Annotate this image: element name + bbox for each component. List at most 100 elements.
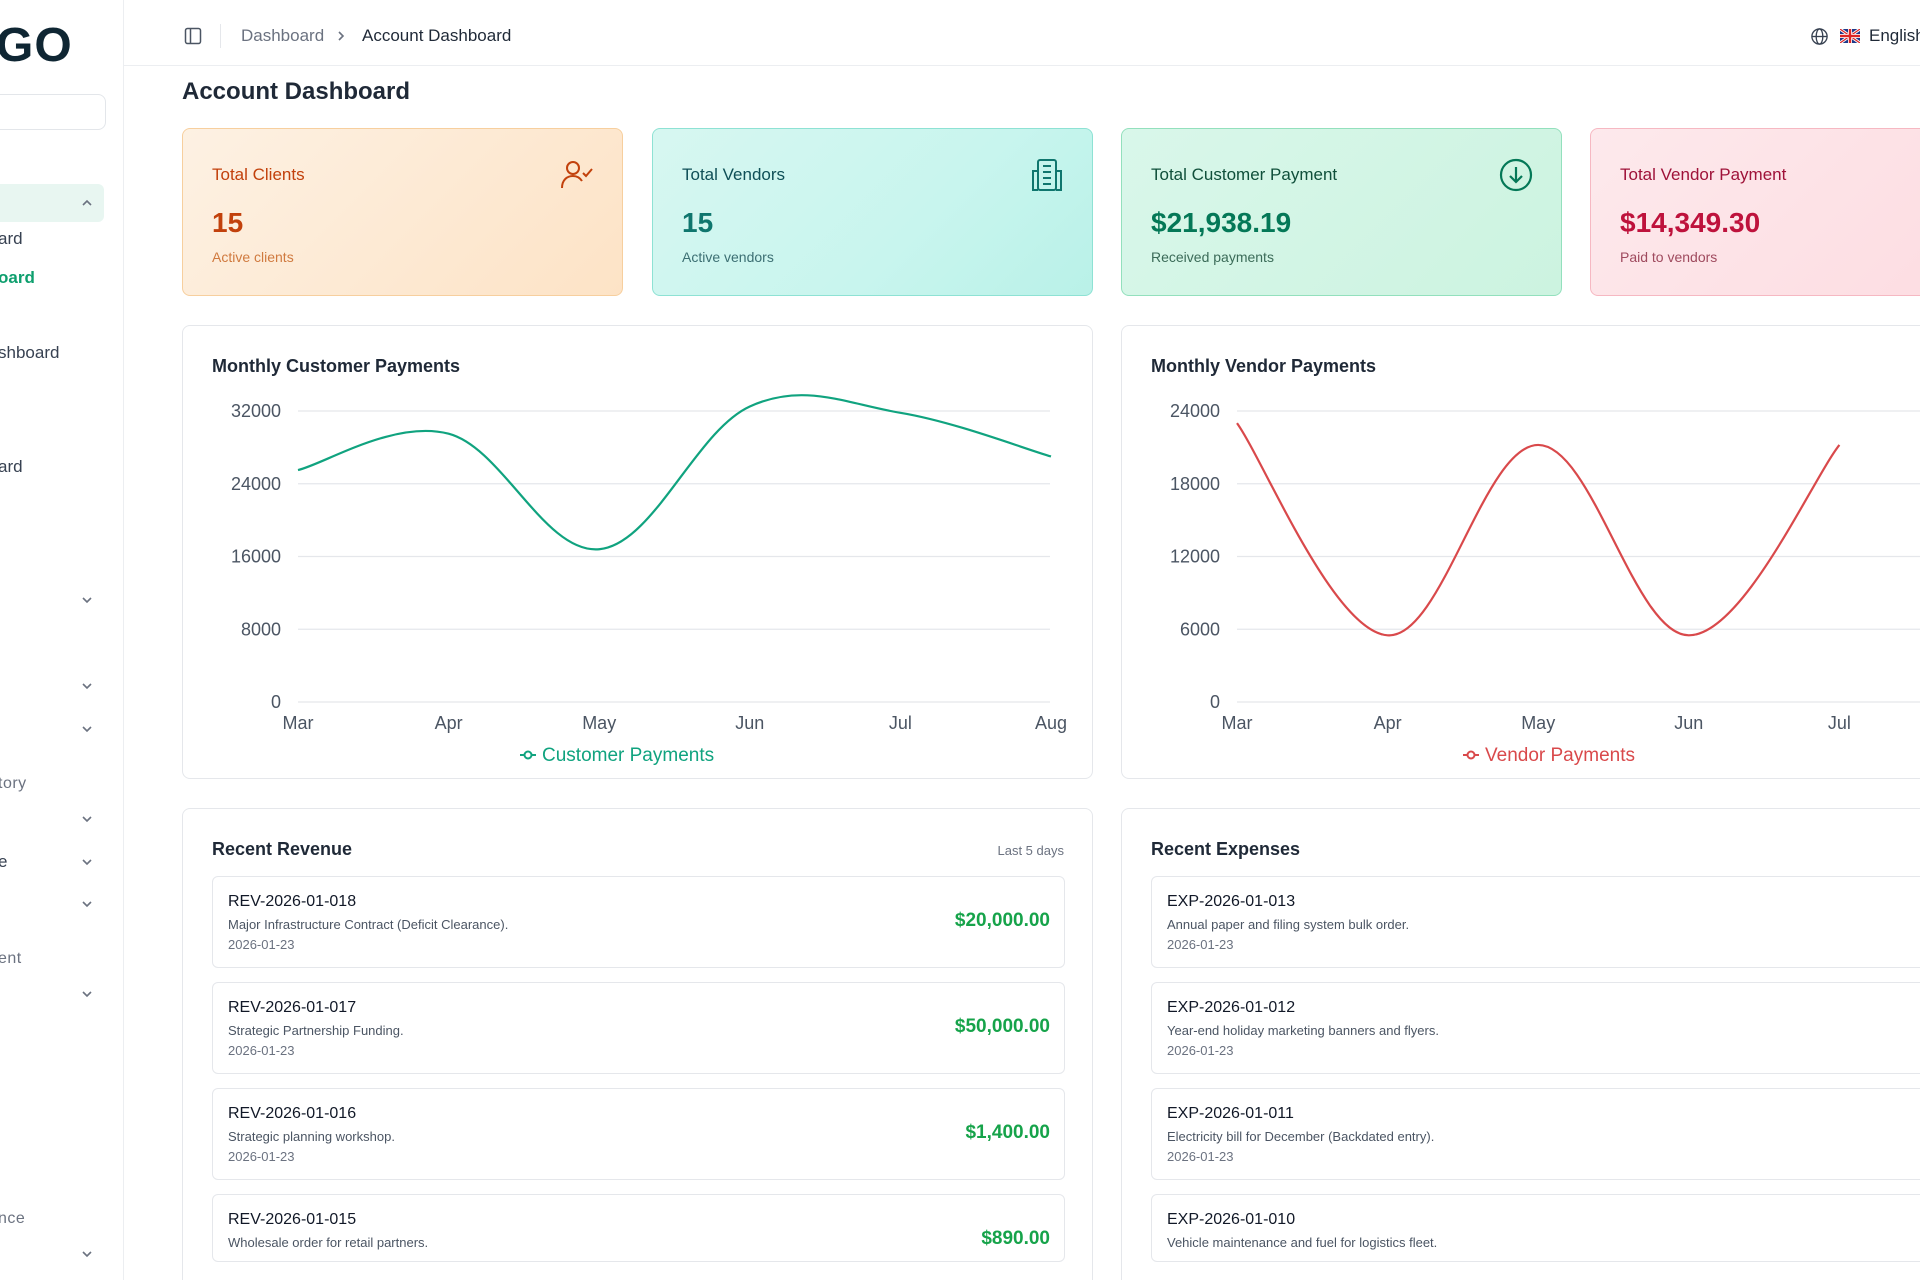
revenue-row[interactable]: REV-2026-01-015 Wholesale order for reta… <box>212 1194 1065 1262</box>
y-tick-label: 32000 <box>231 401 281 421</box>
revenue-date: 2026-01-23 <box>228 1149 295 1164</box>
series-line <box>1236 422 1841 637</box>
sidebar-toggle-icon[interactable] <box>184 27 202 45</box>
sidebar-section-label: ent <box>0 950 22 967</box>
expense-row[interactable]: EXP-2026-01-013 Annual paper and filing … <box>1151 876 1920 968</box>
expense-description: Year-end holiday marketing banners and f… <box>1167 1023 1439 1038</box>
chevron-down-icon[interactable] <box>80 1247 94 1261</box>
x-tick-label: May <box>1521 713 1555 733</box>
y-tick-label: 18000 <box>1170 474 1220 494</box>
series-line <box>297 394 1052 551</box>
chevron-up-icon[interactable] <box>80 196 94 210</box>
vendor-payments-chart-card: Monthly Vendor Payments 0 6000 12000 18000 2… <box>1121 325 1920 779</box>
y-tick-label: 6000 <box>1180 619 1220 639</box>
stat-subtext: Received payments <box>1151 249 1274 265</box>
stat-card-total-clients: Total Clients 15 Active clients <box>182 128 623 296</box>
y-tick-label: 0 <box>1210 692 1220 712</box>
stat-label: Total Customer Payment <box>1151 165 1338 184</box>
x-tick-label: Mar <box>283 713 314 733</box>
header-divider <box>220 24 221 48</box>
stat-subtext: Active clients <box>212 249 294 265</box>
chevron-down-icon[interactable] <box>80 855 94 869</box>
sidebar-subitem-account-dashboard[interactable]: oard <box>0 268 35 287</box>
chart-title: Monthly Customer Payments <box>212 356 461 376</box>
revenue-id: REV-2026-01-015 <box>228 1211 357 1228</box>
sidebar-subitem-1[interactable]: ard <box>0 229 23 248</box>
chevron-down-icon[interactable] <box>80 897 94 911</box>
expense-date: 2026-01-23 <box>1167 1149 1234 1164</box>
y-tick-label: 24000 <box>1170 401 1220 421</box>
revenue-date: 2026-01-23 <box>228 937 295 952</box>
list-title: Recent Revenue <box>212 839 353 859</box>
breadcrumb-dashboard[interactable]: Dashboard <box>241 26 325 45</box>
customer-payments-chart: 0 8000 16000 24000 32000 Mar Apr May Jun Jul Aug Cu… <box>231 394 1067 766</box>
app-logo: GO <box>0 19 73 72</box>
x-tick-label: Jul <box>889 713 912 733</box>
revenue-row[interactable]: REV-2026-01-016 Strategic planning works… <box>212 1088 1065 1180</box>
y-tick-label: 24000 <box>231 474 281 494</box>
expense-row[interactable]: EXP-2026-01-012 Year-end holiday marketi… <box>1151 982 1920 1074</box>
sidebar-subitem-5[interactable]: e <box>0 852 7 872</box>
expense-description: Vehicle maintenance and fuel for logisti… <box>1167 1235 1438 1250</box>
revenue-id: REV-2026-01-018 <box>228 893 357 910</box>
customer-payments-chart-card: Monthly Customer Payments 0 8000 16000 2400… <box>182 325 1093 779</box>
legend-item[interactable]: Customer Payments <box>520 745 714 766</box>
recent-revenue-card: Recent Revenue Last 5 days REV-2026-01-0… <box>182 808 1093 1280</box>
uk-flag-icon[interactable] <box>1839 27 1861 45</box>
expense-id: EXP-2026-01-010 <box>1167 1211 1296 1228</box>
x-tick-label: Apr <box>435 713 463 733</box>
vendor-payments-chart: 0 6000 12000 18000 24000 Mar Apr May Jun Jul Vendo… <box>1170 401 1920 766</box>
expense-row[interactable]: EXP-2026-01-011 Electricity bill for Dec… <box>1151 1088 1920 1180</box>
stat-label: Total Vendors <box>682 165 786 184</box>
globe-icon[interactable] <box>1810 27 1829 46</box>
x-tick-label: Mar <box>1222 713 1253 733</box>
arrow-down-circle-icon <box>1498 157 1534 193</box>
legend-marker-icon <box>523 750 533 760</box>
user-check-icon <box>559 157 595 193</box>
legend-item[interactable]: Vendor Payments <box>1463 745 1635 766</box>
list-title: Recent Expenses <box>1151 839 1301 859</box>
expense-description: Annual paper and filing system bulk orde… <box>1167 917 1410 932</box>
chevron-down-icon[interactable] <box>80 722 94 736</box>
expense-id: EXP-2026-01-012 <box>1167 999 1296 1016</box>
chevron-down-icon[interactable] <box>80 987 94 1001</box>
y-tick-label: 8000 <box>241 619 281 639</box>
revenue-amount: $50,000.00 <box>954 1016 1050 1037</box>
stat-label: Total Vendor Payment <box>1620 165 1787 184</box>
revenue-amount: $1,400.00 <box>965 1122 1050 1143</box>
chevron-down-icon[interactable] <box>80 679 94 693</box>
stat-value: $21,938.19 <box>1151 207 1292 238</box>
revenue-description: Strategic planning workshop. <box>228 1129 395 1144</box>
stat-subtext: Active vendors <box>682 249 774 265</box>
sidebar-subitem-4[interactable]: ard <box>0 457 23 476</box>
sidebar-section-label: tory <box>0 775 27 792</box>
legend-marker-icon <box>1466 750 1476 760</box>
sidebar-item-dashboards[interactable] <box>0 184 104 222</box>
x-tick-label: Aug <box>1035 713 1067 733</box>
page-title: Account Dashboard <box>182 78 411 105</box>
stat-value: 15 <box>212 207 244 238</box>
revenue-row[interactable]: REV-2026-01-018 Major Infrastructure Con… <box>212 876 1065 968</box>
stat-subtext: Paid to vendors <box>1620 249 1718 265</box>
sidebar-subitem-3[interactable]: shboard <box>0 343 60 362</box>
sidebar-search-input[interactable] <box>0 94 106 130</box>
revenue-amount: $890.00 <box>981 1228 1050 1249</box>
revenue-description: Strategic Partnership Funding. <box>228 1023 404 1038</box>
x-tick-label: May <box>582 713 616 733</box>
stat-value: $14,349.30 <box>1620 207 1761 238</box>
language-selector[interactable]: English <box>1869 26 1920 45</box>
top-header: Dashboard Account Dashboard English <box>124 0 1920 66</box>
breadcrumb-current: Account Dashboard <box>362 26 512 45</box>
x-tick-label: Jun <box>735 713 764 733</box>
y-tick-label: 0 <box>271 692 281 712</box>
legend-label: Customer Payments <box>542 745 714 766</box>
x-tick-label: Apr <box>1374 713 1402 733</box>
chevron-down-icon[interactable] <box>80 812 94 826</box>
chart-title: Monthly Vendor Payments <box>1151 356 1377 376</box>
stat-card-total-vendors: Total Vendors 15 Active vendors <box>652 128 1093 296</box>
revenue-row[interactable]: REV-2026-01-017 Strategic Partnership Fu… <box>212 982 1065 1074</box>
chevron-down-icon[interactable] <box>80 593 94 607</box>
expense-date: 2026-01-23 <box>1167 1043 1234 1058</box>
revenue-id: REV-2026-01-017 <box>228 999 357 1016</box>
expense-row[interactable]: EXP-2026-01-010 Vehicle maintenance and … <box>1151 1194 1920 1262</box>
